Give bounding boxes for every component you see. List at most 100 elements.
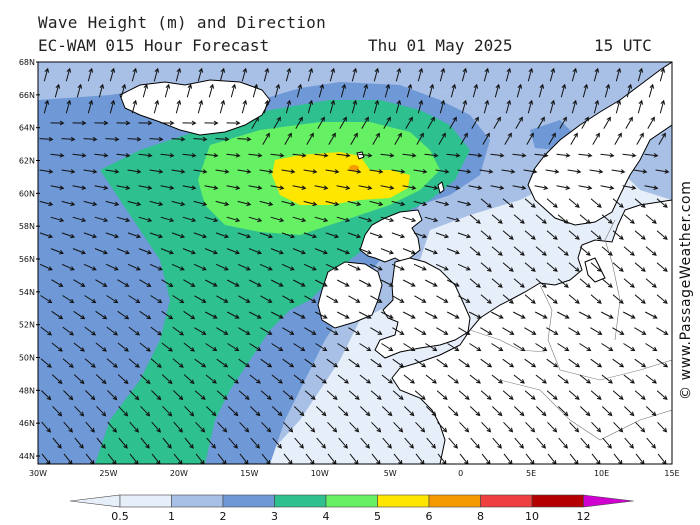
direction-arrow <box>72 248 86 255</box>
direction-arrow <box>84 358 96 368</box>
direction-arrow <box>415 421 426 433</box>
direction-arrow <box>502 327 515 335</box>
direction-arrow <box>61 136 76 142</box>
direction-arrow <box>61 232 76 239</box>
direction-arrow <box>535 214 547 224</box>
direction-arrow <box>127 263 141 271</box>
direction-arrow <box>568 358 581 368</box>
lon-label: 25W <box>99 469 117 478</box>
direction-arrow <box>204 279 218 287</box>
direction-arrow <box>622 185 637 190</box>
direction-arrow <box>624 437 634 449</box>
direction-arrow <box>391 169 406 174</box>
direction-arrow <box>282 390 294 400</box>
direction-arrow <box>413 169 428 174</box>
direction-arrow <box>251 116 259 129</box>
direction-arrow <box>205 406 217 417</box>
direction-arrow <box>171 169 186 174</box>
direction-arrow <box>623 406 635 417</box>
direction-arrow <box>283 453 293 464</box>
direction-arrow <box>457 232 472 239</box>
direction-arrow <box>546 327 559 335</box>
direction-arrow <box>424 152 439 158</box>
direction-arrow <box>491 278 503 288</box>
direction-arrow <box>601 406 613 417</box>
direction-arrow <box>116 152 131 158</box>
direction-arrow <box>150 295 163 304</box>
direction-arrow <box>216 390 228 400</box>
direction-arrow <box>327 421 338 433</box>
direction-arrow <box>439 67 446 82</box>
direction-arrow <box>546 294 558 304</box>
direction-arrow <box>237 232 252 239</box>
direction-arrow <box>603 116 611 129</box>
direction-arrow <box>150 326 163 336</box>
lon-label: 5W <box>384 469 397 478</box>
direction-arrow <box>370 295 383 303</box>
direction-arrow <box>95 310 108 320</box>
lat-label: 62N <box>19 157 35 166</box>
direction-arrow <box>369 169 384 174</box>
direction-arrow <box>314 152 329 158</box>
legend-tick-label: 4 <box>323 510 330 523</box>
direction-arrow <box>380 216 395 223</box>
direction-arrow <box>73 374 85 385</box>
direction-arrow <box>281 232 296 239</box>
direction-arrow <box>61 169 76 174</box>
direction-arrow <box>505 67 512 82</box>
direction-arrow <box>468 152 483 158</box>
lat-label: 46N <box>19 419 35 428</box>
legend-tick-label: 1 <box>168 510 175 523</box>
direction-arrow <box>39 200 54 207</box>
direction-arrow <box>62 326 75 336</box>
direction-arrow <box>348 295 361 303</box>
direction-arrow <box>336 279 350 287</box>
direction-arrow <box>72 152 87 158</box>
direction-arrow <box>328 132 336 145</box>
direction-arrow <box>382 437 392 449</box>
direction-arrow <box>414 327 427 335</box>
direction-arrow <box>193 200 208 207</box>
direction-arrow <box>285 67 292 82</box>
direction-arrow <box>458 295 471 303</box>
lon-label: 5E <box>526 469 536 478</box>
direction-arrow <box>238 295 251 303</box>
direction-arrow <box>435 263 449 271</box>
direction-arrow <box>524 262 536 272</box>
direction-arrow <box>39 136 54 142</box>
direction-arrow <box>74 405 85 417</box>
direction-arrow <box>40 295 53 304</box>
direction-arrow <box>348 390 360 400</box>
direction-arrow <box>537 116 545 129</box>
direction-arrow <box>51 279 64 287</box>
direction-arrow <box>50 216 65 223</box>
legend-tick-label: 10 <box>525 510 539 523</box>
direction-arrow <box>96 405 107 417</box>
direction-arrow <box>171 232 186 239</box>
direction-arrow <box>151 453 161 464</box>
direction-arrow <box>50 185 65 190</box>
direction-arrow <box>626 83 633 98</box>
direction-arrow <box>107 390 118 401</box>
direction-arrow <box>160 152 175 158</box>
direction-arrow <box>589 169 604 174</box>
direction-arrow <box>568 390 580 400</box>
direction-arrow <box>402 216 417 223</box>
direction-arrow <box>644 311 658 319</box>
direction-arrow <box>105 136 120 142</box>
direction-arrow <box>249 406 261 417</box>
direction-arrow <box>635 453 645 464</box>
direction-arrow <box>183 342 195 352</box>
direction-arrow <box>634 198 646 208</box>
direction-arrow <box>527 99 534 114</box>
direction-arrow <box>556 311 570 319</box>
direction-arrow <box>402 311 416 319</box>
direction-arrow <box>358 279 372 287</box>
direction-arrow <box>591 421 602 433</box>
direction-arrow <box>359 343 372 352</box>
direction-arrow <box>548 132 556 145</box>
direction-arrow <box>601 246 613 256</box>
direction-arrow <box>305 421 316 433</box>
direction-arrow <box>292 279 306 287</box>
direction-arrow <box>241 99 248 114</box>
